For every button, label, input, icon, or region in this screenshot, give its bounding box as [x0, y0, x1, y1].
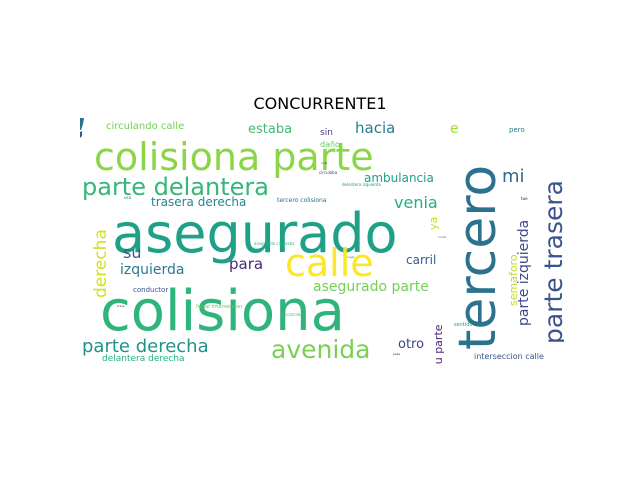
- word-e: e: [450, 121, 459, 137]
- word-carril: carril: [406, 253, 436, 267]
- word-circulaba: circulaba: [319, 170, 338, 175]
- word-colisiona-parte: colisiona parte: [94, 135, 374, 179]
- word-lugar: lugar: [347, 255, 355, 259]
- word-trasera-derecha: trasera derecha: [151, 195, 246, 209]
- word-asegurado-parte: asegurado parte: [313, 279, 429, 295]
- word-pero: pero: [509, 126, 525, 134]
- word-conductor: conductor: [133, 286, 168, 294]
- word-su-parte: su parte: [432, 324, 445, 364]
- word-tercero-colisiona: tercero colisiona: [277, 197, 327, 204]
- word-delantera-izquierda: delantera izquierda: [342, 182, 381, 187]
- word-ambulancia: ambulancia: [364, 171, 434, 185]
- word-asegurado-circulaba: asegurado circulaba: [254, 241, 295, 246]
- word-avenida: avenida: [271, 335, 370, 364]
- word-colisiona: colisiona: [100, 279, 345, 344]
- word-dano: daño: [320, 140, 340, 149]
- edge-fragment: [80, 118, 84, 130]
- word-hacia: hacia: [355, 119, 395, 137]
- word-parte-delantera: parte delantera: [82, 173, 269, 201]
- word-cruce: cruce: [438, 235, 446, 239]
- word-para: para: [229, 255, 263, 273]
- word-llegar-interseccion: llegar interseccion: [196, 304, 242, 310]
- word-estaba: estaba: [248, 122, 292, 137]
- word-trase: trase: [117, 304, 125, 308]
- word-delantera-derecha: delantera derecha: [102, 354, 185, 364]
- word-otro: otro: [398, 337, 424, 352]
- word-su: su: [123, 243, 141, 262]
- word-parte-izquierda: parte izquierda: [516, 220, 532, 326]
- word-encontraba: encontraba: [280, 312, 303, 317]
- word-parte-derecha: parte derecha: [82, 336, 209, 357]
- word-tercero: tercero: [448, 165, 508, 350]
- word-semaforo: semaforo: [507, 254, 520, 306]
- word-venia: venia: [394, 193, 438, 212]
- word-usa: usa: [124, 195, 132, 200]
- word-sentido: sentido: [454, 322, 472, 328]
- chart-title: CONCURRENTE1: [253, 94, 387, 113]
- word-mi: mi: [502, 166, 525, 187]
- word-derecha: derecha: [91, 229, 111, 298]
- word-interseccion-calle: interseccion calle: [474, 352, 544, 361]
- word-tue: tue: [521, 196, 528, 201]
- wordcloud-background: [80, 118, 564, 364]
- word-circulando-calle: circulando calle: [106, 121, 184, 132]
- word-layer: colisiona asegurado tercero colisiona parte…: [82, 119, 564, 364]
- word-pasa: pasa: [393, 352, 400, 356]
- word-izquierda: izquierda: [120, 262, 184, 278]
- wordcloud: colisiona asegurado tercero colisiona parte…: [80, 118, 564, 364]
- word-cual: cual: [321, 161, 327, 165]
- edge-fragment: [80, 131, 82, 138]
- word-ya: ya: [427, 217, 440, 230]
- word-asegurado: asegurado: [112, 202, 398, 265]
- word-sin: sin: [320, 128, 333, 138]
- word-calle: calle: [285, 241, 374, 285]
- word-parte-trasera: parte trasera: [539, 180, 564, 344]
